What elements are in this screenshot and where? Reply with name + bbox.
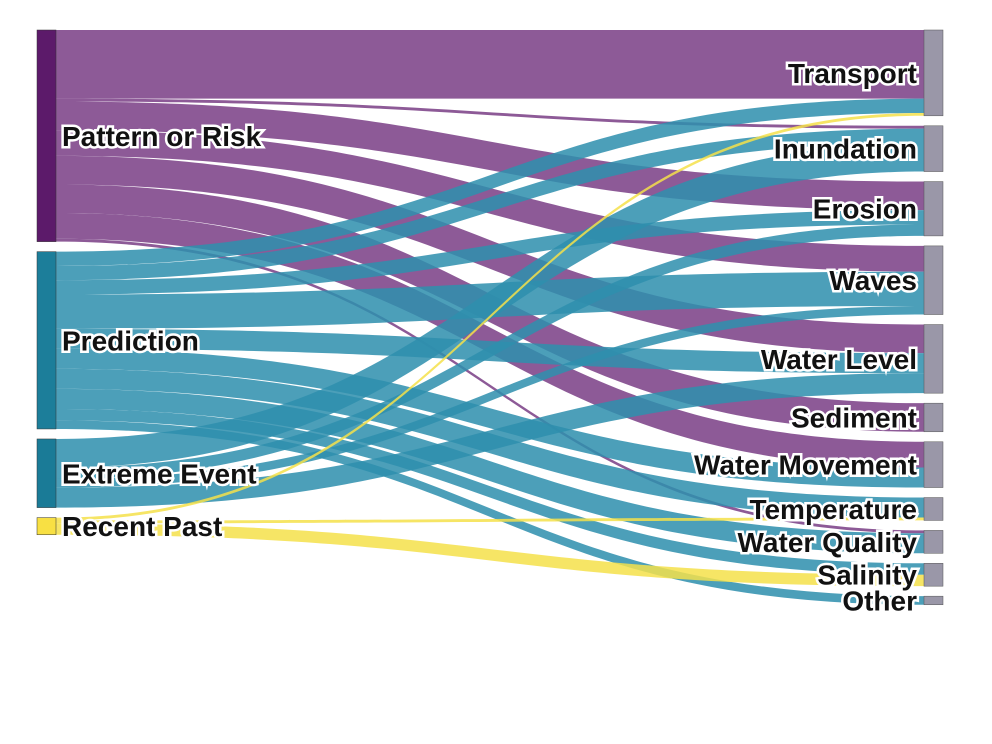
link-extreme-to-water_level	[56, 373, 924, 508]
link-pattern-to-water_movement	[56, 213, 924, 468]
target-label-sediment: Sediment	[791, 402, 917, 433]
source-node-pattern	[36, 29, 57, 242]
source-label-pattern: Pattern or Risk	[62, 121, 262, 152]
target-node-waves	[923, 245, 944, 315]
target-node-erosion	[923, 181, 944, 237]
link-pattern-to-transport	[56, 30, 924, 99]
target-node-salinity	[923, 563, 944, 587]
link-prediction-to-transport	[56, 98, 924, 266]
source-node-prediction	[36, 251, 57, 430]
target-node-temperature	[923, 497, 944, 521]
source-node-recent	[36, 517, 57, 536]
target-label-salinity: Salinity	[817, 560, 917, 591]
source-label-prediction: Prediction	[62, 325, 199, 356]
link-prediction-to-salinity	[56, 408, 924, 575]
sankey-nodes	[36, 29, 944, 606]
sankey-links	[56, 30, 924, 605]
link-extreme-to-erosion	[56, 224, 924, 479]
sankey-labels: Pattern or Risk Prediction Extreme Event Re…	[60, 55, 920, 619]
target-label-water_movement: Water Movement	[694, 450, 917, 481]
target-node-other	[923, 595, 944, 606]
link-prediction-to-inundation	[56, 128, 924, 281]
target-label-temperature: Temperature	[749, 494, 917, 525]
target-label-water_level: Water Level	[761, 344, 917, 375]
link-prediction-to-water_quality	[56, 388, 924, 554]
target-node-sediment	[923, 402, 944, 433]
link-recent-to-salinity	[56, 523, 924, 587]
target-node-inundation	[923, 125, 944, 172]
target-node-water_quality	[923, 530, 944, 554]
link-recent-to-transport	[56, 112, 924, 521]
link-extreme-to-waves	[56, 305, 924, 488]
source-node-extreme	[36, 438, 57, 508]
target-label-other: Other	[842, 585, 917, 616]
link-recent-to-temperature	[56, 517, 924, 524]
target-label-waves: Waves	[829, 265, 917, 296]
link-extreme-to-inundation	[56, 142, 924, 468]
target-label-inundation: Inundation	[774, 134, 917, 165]
source-label-extreme: Extreme Event	[62, 458, 257, 489]
target-label-water_quality: Water Quality	[738, 527, 918, 558]
link-prediction-to-erosion	[56, 210, 924, 295]
link-pattern-to-water_quality	[56, 238, 924, 534]
target-node-water_movement	[923, 441, 944, 488]
link-prediction-to-water_movement	[56, 348, 924, 488]
target-node-water_level	[923, 324, 944, 394]
target-label-erosion: Erosion	[813, 194, 917, 225]
target-label-transport: Transport	[788, 58, 917, 89]
link-pattern-to-inundation	[56, 98, 924, 129]
target-node-transport	[923, 29, 944, 117]
link-prediction-to-other	[56, 420, 924, 605]
source-label-recent: Recent Past	[62, 511, 222, 542]
